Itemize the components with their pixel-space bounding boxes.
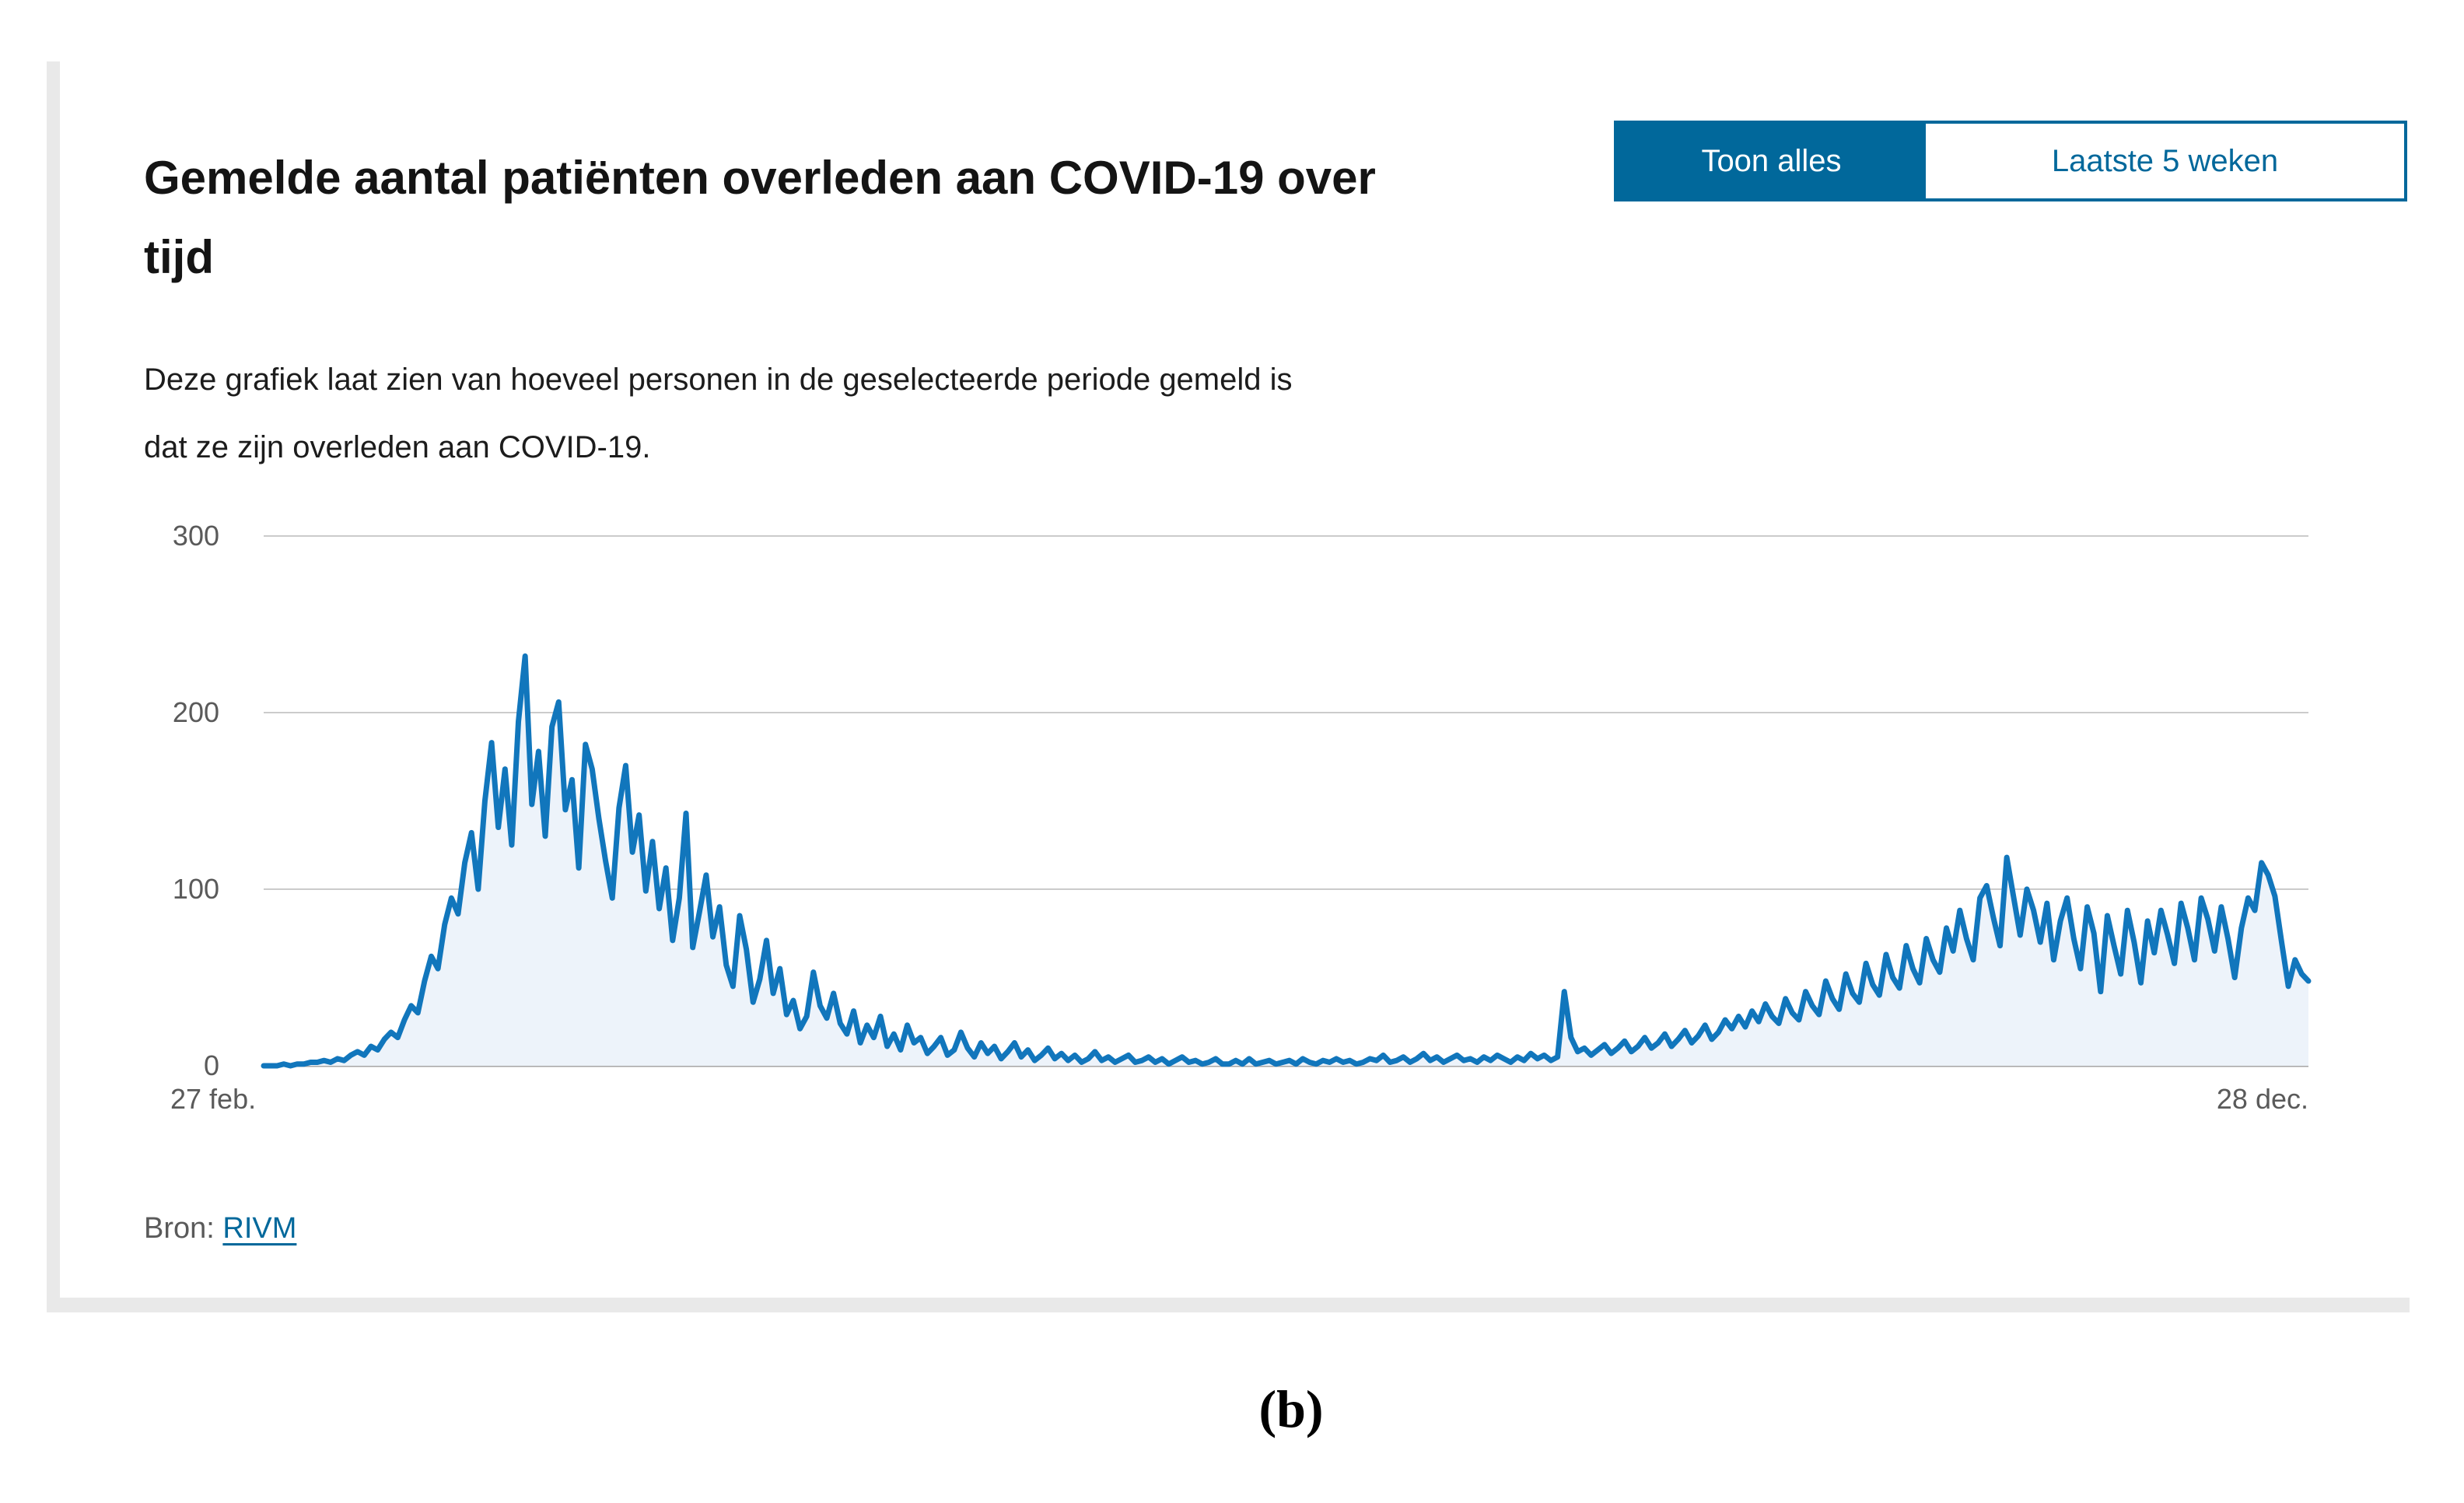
figure-caption: (b) [0, 1379, 2464, 1440]
chart-canvas [261, 535, 2312, 1069]
x-axis-start-label: 27 feb. [170, 1083, 257, 1115]
page-title-line2: tijd [144, 231, 214, 283]
source-line: Bron: RIVM [144, 1212, 296, 1245]
source-link-rivm[interactable]: RIVM [222, 1212, 297, 1245]
area-fill [264, 656, 2308, 1066]
chart-plot-area [261, 535, 2312, 1069]
x-axis-end-label: 28 dec. [2216, 1083, 2308, 1115]
period-toggle: Toon alles Laatste 5 weken [1614, 121, 2407, 201]
y-tick-label-0: 0 [203, 1049, 219, 1081]
y-axis-labels: 0 100 200 300 [60, 520, 241, 1081]
y-tick-label-100: 100 [172, 873, 219, 905]
figure-caption-label: (b) [1258, 1379, 1324, 1438]
source-label: Bron: [144, 1212, 215, 1245]
page-title-line1: Gemelde aantal patiënten overleden aan C… [144, 152, 1376, 204]
chart-card: Gemelde aantal patiënten overleden aan C… [60, 47, 2423, 1298]
chart-description-line1: Deze grafiek laat zien van hoeveel perso… [144, 363, 1293, 397]
y-tick-label-200: 200 [172, 696, 219, 728]
last-5-weeks-button[interactable]: Laatste 5 weken [1926, 124, 2404, 198]
y-tick-label-300: 300 [172, 520, 219, 552]
chart-description: Deze grafiek laat zien van hoeveel perso… [144, 346, 1293, 482]
chart-description-line2: dat ze zijn overleden aan COVID-19. [144, 430, 651, 464]
page-title: Gemelde aantal patiënten overleden aan C… [144, 138, 1376, 297]
show-all-button[interactable]: Toon alles [1617, 124, 1926, 198]
data-line [261, 653, 2312, 1069]
